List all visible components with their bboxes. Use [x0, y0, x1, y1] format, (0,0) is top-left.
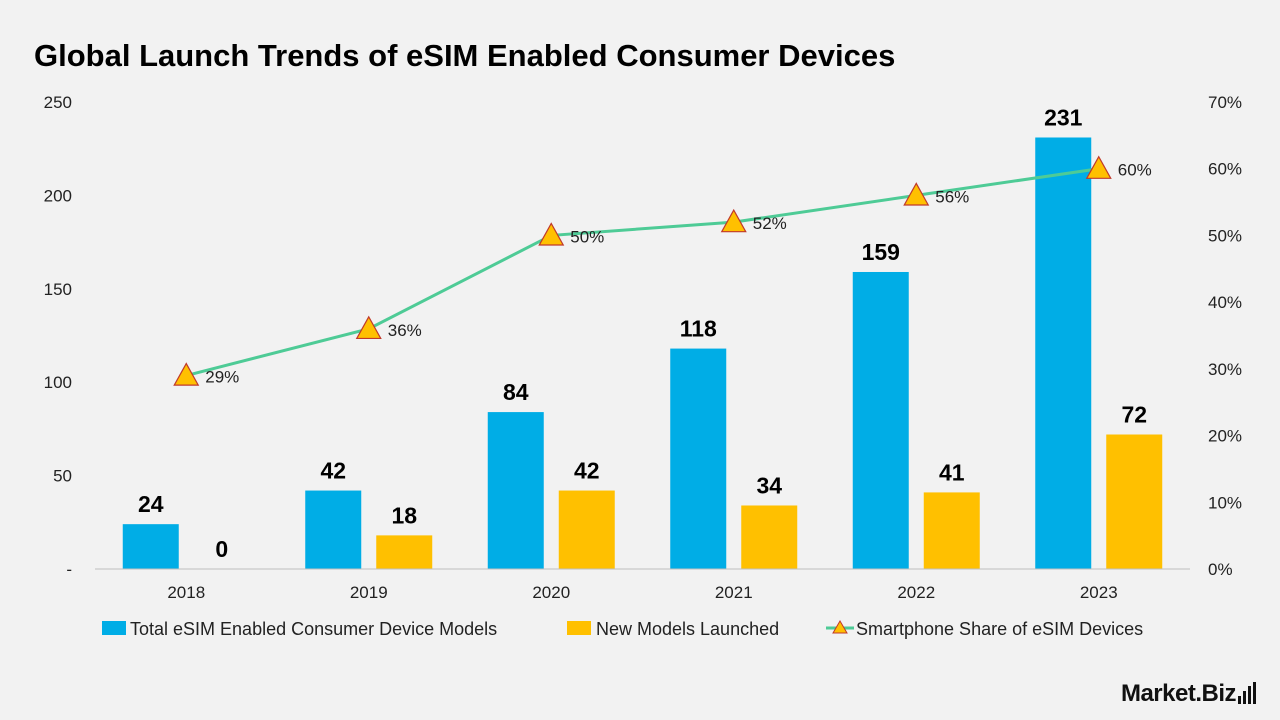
triangle-marker [903, 182, 930, 206]
x-tick-label: 2020 [532, 583, 570, 602]
triangle-marker [720, 208, 747, 233]
left-tick-label: 200 [44, 186, 72, 205]
triangle-marker [1085, 155, 1112, 179]
left-tick-label: 100 [44, 373, 72, 392]
triangle-marker [173, 362, 200, 386]
bar-data-label: 42 [320, 458, 346, 484]
right-tick-label: 50% [1208, 226, 1242, 245]
bar-total [670, 348, 727, 569]
bar-total [305, 490, 362, 569]
legend-swatch-total [102, 621, 126, 635]
x-tick-label: 2018 [167, 583, 205, 602]
line-series: 29% 36% 50% 52% 56% 60% [173, 155, 1152, 387]
right-tick-label: 20% [1208, 427, 1242, 446]
legend-label-new: New Models Launched [596, 619, 779, 639]
bar-new [741, 505, 798, 569]
x-tick-label: 2023 [1080, 583, 1118, 602]
bar-data-label: 84 [503, 379, 529, 405]
triangle-marker [355, 315, 382, 340]
bar-data-label: 34 [756, 472, 782, 498]
bar-data-label: 41 [939, 459, 965, 485]
x-axis: 2018 2019 2020 2021 2022 2023 [167, 583, 1117, 602]
left-axis: - 50 100 150 200 250 [44, 93, 72, 579]
bar-new [923, 492, 980, 569]
legend: Total eSIM Enabled Consumer Device Model… [102, 619, 1143, 639]
triangle-marker [538, 222, 565, 246]
right-tick-label: 70% [1208, 93, 1242, 112]
right-tick-label: 30% [1208, 360, 1242, 379]
left-tick-label: - [66, 560, 72, 579]
line-data-label: 60% [1118, 161, 1152, 180]
brand-text: Market.Biz [1120, 680, 1237, 707]
bar-data-label: 231 [1044, 104, 1083, 130]
share-line [185, 167, 1099, 377]
bar-series: 24 0 42 18 84 42 118 34 159 41 231 72 [122, 104, 1163, 569]
line-data-label: 56% [935, 187, 969, 206]
brand-bars-icon [1236, 682, 1256, 704]
bar-data-label: 159 [862, 239, 900, 265]
right-tick-label: 40% [1208, 293, 1242, 312]
brand-logo: Market.Biz [1121, 682, 1256, 706]
bar-new [376, 535, 433, 569]
bar-data-label: 72 [1121, 402, 1147, 428]
chart-title: Global Launch Trends of eSIM Enabled Con… [34, 38, 896, 73]
right-axis: 0% 10% 20% 30% 40% 50% 60% 70% [1208, 93, 1242, 579]
right-tick-label: 10% [1208, 493, 1242, 512]
right-tick-label: 0% [1208, 560, 1233, 579]
line-data-label: 36% [388, 321, 422, 340]
bar-total [122, 524, 179, 569]
bar-total [852, 271, 909, 569]
bar-total [1035, 137, 1092, 569]
bar-new [1106, 434, 1163, 569]
legend-swatch-new [567, 621, 591, 635]
line-data-label: 52% [753, 214, 787, 233]
bar-data-label: 42 [574, 458, 600, 484]
left-tick-label: 250 [44, 93, 72, 112]
x-tick-label: 2021 [715, 583, 753, 602]
line-data-label: 50% [570, 227, 604, 246]
bar-total [487, 412, 544, 569]
bar-data-label: 24 [138, 491, 164, 517]
bar-data-label: 118 [680, 316, 717, 342]
bar-new [558, 490, 615, 569]
left-tick-label: 50 [53, 467, 72, 486]
legend-label-share: Smartphone Share of eSIM Devices [856, 619, 1143, 639]
line-data-label: 29% [205, 368, 239, 387]
left-tick-label: 150 [44, 280, 72, 299]
bar-data-label: 18 [391, 502, 417, 528]
legend-triangle-icon [832, 620, 848, 634]
right-tick-label: 60% [1208, 160, 1242, 179]
legend-label-total: Total eSIM Enabled Consumer Device Model… [130, 619, 497, 639]
x-tick-label: 2022 [897, 583, 935, 602]
x-tick-label: 2019 [350, 583, 388, 602]
bar-data-label: 0 [215, 536, 228, 562]
